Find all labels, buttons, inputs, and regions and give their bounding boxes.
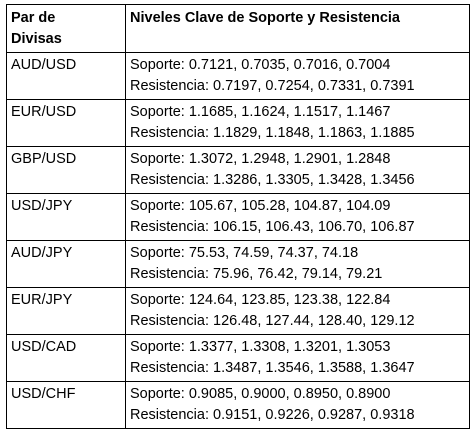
table-row: USD/JPY Soporte: 105.67, 105.28, 104.87,… [6, 193, 470, 241]
levels-cell: Soporte: 1.1685, 1.1624, 1.1517, 1.1467 … [125, 99, 470, 147]
levels-table-wrapper: Par de Divisas Niveles Clave de Soporte … [6, 4, 470, 429]
resistance-levels: Resistencia: 1.1829, 1.1848, 1.1863, 1.1… [130, 125, 415, 141]
levels-cell: Soporte: 105.67, 105.28, 104.87, 104.09 … [125, 193, 470, 241]
resistance-levels: Resistencia: 75.96, 76.42, 79.14, 79.21 [130, 266, 383, 282]
resistance-levels: Resistencia: 1.3286, 1.3305, 1.3428, 1.3… [130, 172, 415, 188]
support-levels: Soporte: 105.67, 105.28, 104.87, 104.09 [130, 198, 391, 214]
header-currency-pair: Par de Divisas [6, 4, 126, 53]
header-currency-pair-line1: Par de [11, 10, 56, 26]
header-currency-pair-line2: Divisas [11, 31, 62, 47]
resistance-levels: Resistencia: 0.9151, 0.9226, 0.9287, 0.9… [130, 407, 415, 423]
table-row: USD/CHF Soporte: 0.9085, 0.9000, 0.8950,… [6, 381, 470, 429]
support-levels: Soporte: 0.9085, 0.9000, 0.8950, 0.8900 [130, 386, 391, 402]
table-row: GBP/USD Soporte: 1.3072, 1.2948, 1.2901,… [6, 146, 470, 194]
pair-cell: AUD/USD [6, 52, 126, 100]
pair-cell: GBP/USD [6, 146, 126, 194]
table-row: EUR/JPY Soporte: 124.64, 123.85, 123.38,… [6, 287, 470, 335]
levels-cell: Soporte: 124.64, 123.85, 123.38, 122.84 … [125, 287, 470, 335]
header-key-levels-label: Niveles Clave de Soporte y Resistencia [130, 10, 400, 26]
table-row: AUD/USD Soporte: 0.7121, 0.7035, 0.7016,… [6, 52, 470, 100]
header-key-levels: Niveles Clave de Soporte y Resistencia [125, 4, 470, 53]
support-levels: Soporte: 1.3377, 1.3308, 1.3201, 1.3053 [130, 339, 391, 355]
table-row: EUR/USD Soporte: 1.1685, 1.1624, 1.1517,… [6, 99, 470, 147]
levels-cell: Soporte: 0.7121, 0.7035, 0.7016, 0.7004 … [125, 52, 470, 100]
levels-cell: Soporte: 1.3072, 1.2948, 1.2901, 1.2848 … [125, 146, 470, 194]
resistance-levels: Resistencia: 1.3487, 1.3546, 1.3588, 1.3… [130, 360, 415, 376]
table-row: AUD/JPY Soporte: 75.53, 74.59, 74.37, 74… [6, 240, 470, 288]
pair-cell: USD/CHF [6, 381, 126, 429]
levels-cell: Soporte: 1.3377, 1.3308, 1.3201, 1.3053 … [125, 334, 470, 382]
levels-table: Par de Divisas Niveles Clave de Soporte … [6, 4, 470, 429]
support-levels: Soporte: 75.53, 74.59, 74.37, 74.18 [130, 245, 359, 261]
pair-cell: USD/CAD [6, 334, 126, 382]
support-levels: Soporte: 124.64, 123.85, 123.38, 122.84 [130, 292, 391, 308]
support-levels: Soporte: 0.7121, 0.7035, 0.7016, 0.7004 [130, 57, 391, 73]
pair-cell: AUD/JPY [6, 240, 126, 288]
resistance-levels: Resistencia: 0.7197, 0.7254, 0.7331, 0.7… [130, 78, 415, 94]
resistance-levels: Resistencia: 126.48, 127.44, 128.40, 129… [130, 313, 415, 329]
table-row: USD/CAD Soporte: 1.3377, 1.3308, 1.3201,… [6, 334, 470, 382]
support-levels: Soporte: 1.1685, 1.1624, 1.1517, 1.1467 [130, 104, 391, 120]
support-levels: Soporte: 1.3072, 1.2948, 1.2901, 1.2848 [130, 151, 391, 167]
levels-cell: Soporte: 75.53, 74.59, 74.37, 74.18 Resi… [125, 240, 470, 288]
header-row: Par de Divisas Niveles Clave de Soporte … [6, 4, 470, 53]
pair-cell: EUR/JPY [6, 287, 126, 335]
resistance-levels: Resistencia: 106.15, 106.43, 106.70, 106… [130, 219, 415, 235]
pair-cell: USD/JPY [6, 193, 126, 241]
pair-cell: EUR/USD [6, 99, 126, 147]
levels-cell: Soporte: 0.9085, 0.9000, 0.8950, 0.8900 … [125, 381, 470, 429]
